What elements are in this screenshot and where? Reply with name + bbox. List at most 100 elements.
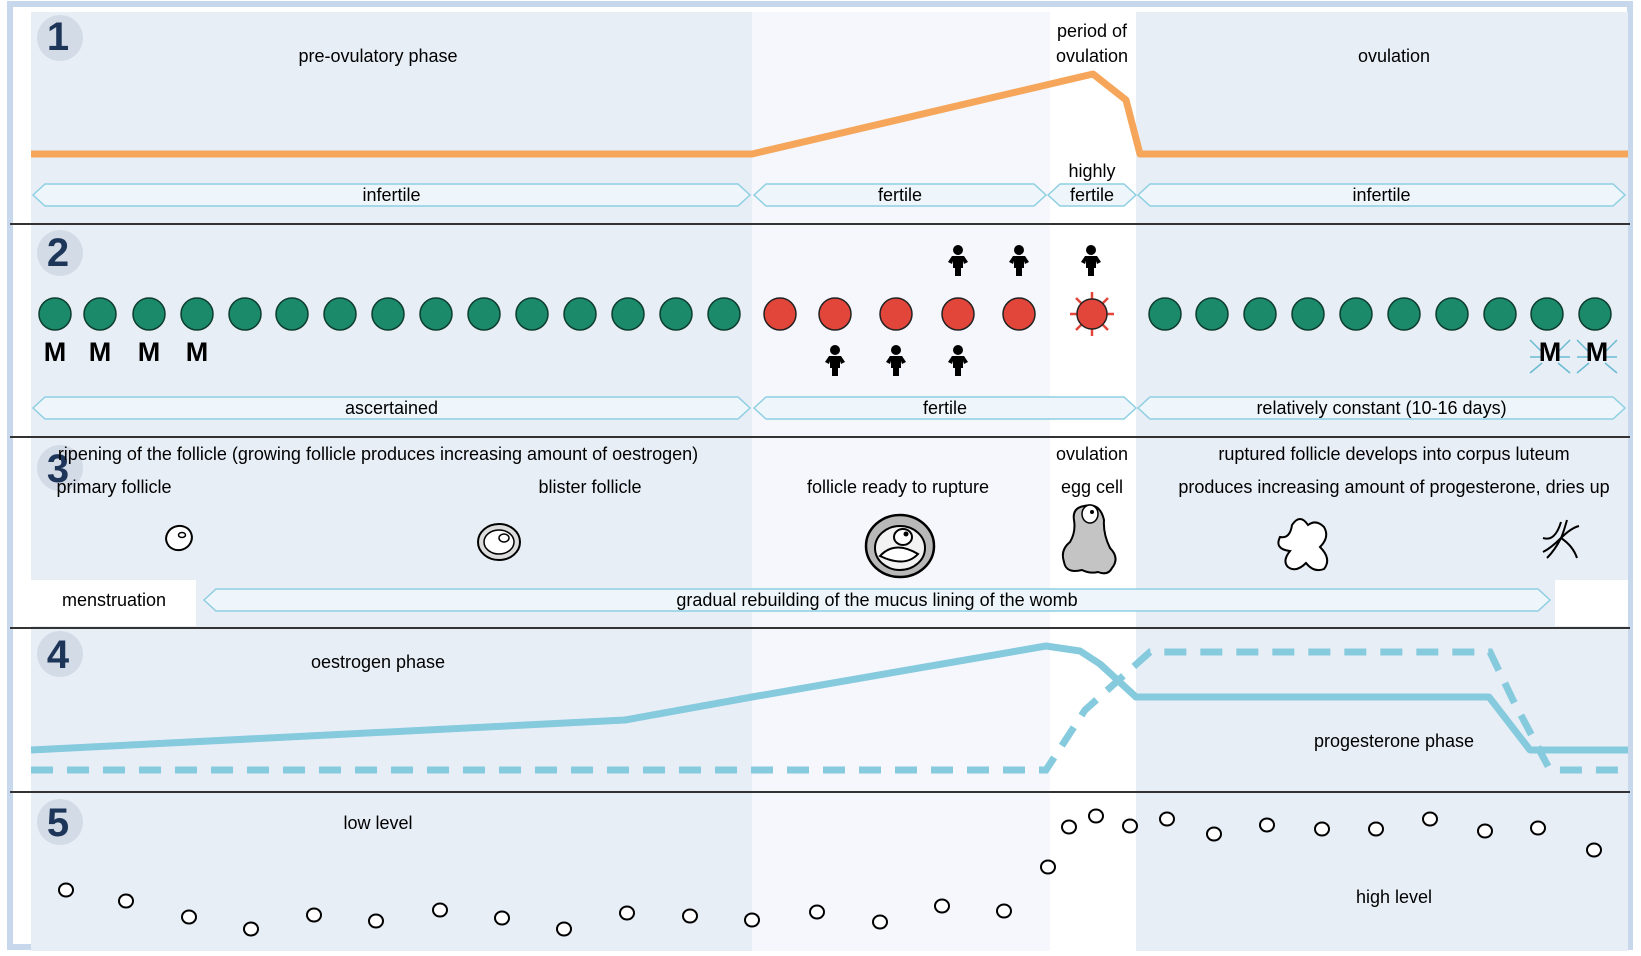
red-day-dots	[763, 297, 1036, 331]
band-s3-rebuilding-label: gradual rebuilding of the mucus lining o…	[676, 590, 1077, 610]
green-dot-22	[1435, 297, 1469, 331]
band-s2-fertile-label: fertile	[923, 398, 967, 418]
oestrogen-curve	[30, 642, 1628, 754]
band-s2-ascertained: ascertained	[31, 396, 752, 420]
oestrogen-phase-label: oestrogen phase	[311, 652, 445, 672]
section-number-4: 4	[47, 633, 70, 677]
temperature-dot-6	[368, 913, 384, 929]
temperature-dot-26	[1422, 811, 1438, 827]
low-level-label: low level	[343, 813, 412, 833]
ovulation-label: ovulation	[1358, 46, 1430, 66]
band-s1-highly-fertile: fertile	[1046, 183, 1138, 207]
progesterone-curve	[31, 648, 1628, 774]
pre-ovulatory-label: pre-ovulatory phase	[298, 46, 457, 66]
green-dot-24	[1530, 297, 1564, 331]
red-dot-2	[818, 297, 852, 331]
temperature-dot-22	[1206, 826, 1222, 842]
green-dot-9	[419, 297, 453, 331]
green-dot-11	[515, 297, 549, 331]
band-s3-rebuilding: gradual rebuilding of the mucus lining o…	[202, 588, 1552, 612]
temperature-dot-15	[934, 898, 950, 914]
temperature-dot-20	[1122, 818, 1138, 834]
temperature-dot-10	[619, 905, 635, 921]
band-s2-constant: relatively constant (10-16 days)	[1136, 396, 1627, 420]
primary-follicle-label: primary follicle	[56, 477, 171, 497]
section-number-1: 1	[47, 15, 69, 59]
band-s1-fertile: fertile	[752, 183, 1048, 207]
band-s2-constant-label: relatively constant (10-16 days)	[1256, 398, 1506, 418]
temperature-dot-17	[1040, 859, 1056, 875]
red-dot-5	[1002, 297, 1036, 331]
green-dot-5	[228, 297, 262, 331]
menstruation-markers	[43, 337, 1618, 374]
corpus-luteum-label: ruptured follicle develops into corpus l…	[1218, 444, 1569, 464]
temperature-dot-8	[494, 910, 510, 926]
green-dot-21	[1387, 297, 1421, 331]
temperature-dot-9	[556, 921, 572, 937]
temperature-dot-27	[1477, 823, 1493, 839]
temperature-dot-3	[181, 909, 197, 925]
section-5-texts: low level high level	[343, 813, 1432, 907]
green-dot-1	[38, 297, 72, 331]
green-dot-15	[707, 297, 741, 331]
ready-follicle-label: follicle ready to rupture	[807, 477, 989, 497]
green-day-dots	[38, 297, 1612, 331]
band-s1-infertile-2-label: infertile	[1352, 185, 1410, 205]
temperature-dot-19	[1088, 808, 1104, 824]
progesterone-phase-label: progesterone phase	[1314, 731, 1474, 751]
corpus-luteum-icon	[1277, 518, 1329, 572]
green-dot-19	[1291, 297, 1325, 331]
green-dot-17	[1195, 297, 1229, 331]
temperature-dot-29	[1586, 842, 1602, 858]
green-dot-12	[563, 297, 597, 331]
fertility-curve	[31, 70, 1628, 158]
progesterone-text-label: produces increasing amount of progestero…	[1178, 477, 1609, 497]
temperature-dot-11	[682, 908, 698, 924]
band-s2-ascertained-label: ascertained	[345, 398, 438, 418]
dried-corpus-icon	[1542, 519, 1580, 559]
green-dot-4	[180, 297, 214, 331]
band-s2-fertile: fertile	[752, 396, 1138, 420]
ovulation-s3-label: ovulation	[1056, 444, 1128, 464]
green-dot-13	[611, 297, 645, 331]
green-dot-3	[132, 297, 166, 331]
section-number-3: 3	[47, 447, 69, 491]
high-level-label: high level	[1356, 887, 1432, 907]
temperature-dot-18	[1061, 819, 1077, 835]
temperature-dot-24	[1314, 821, 1330, 837]
temperature-dot-7	[432, 902, 448, 918]
band-s1-infertile-2: infertile	[1136, 183, 1627, 207]
temperature-dot-23	[1259, 817, 1275, 833]
temperature-dot-14	[872, 914, 888, 930]
section-badges: 1 2 3 4 5	[37, 15, 83, 845]
green-dot-7	[323, 297, 357, 331]
ripening-label: ripening of the follicle (growing follic…	[58, 444, 698, 464]
band-s1-fertile-label: fertile	[878, 185, 922, 205]
blister-follicle-label: blister follicle	[538, 477, 641, 497]
period-of-ovulation-line2: ovulation	[1056, 46, 1128, 66]
green-dot-20	[1339, 297, 1373, 331]
temperature-dot-28	[1530, 820, 1546, 836]
section-number-5: 5	[47, 801, 69, 845]
temperature-dot-21	[1159, 811, 1175, 827]
red-dot-1	[763, 297, 797, 331]
temperature-dots	[58, 808, 1602, 937]
phase-bands: infertile fertile fertile infertile ascertai…	[31, 183, 1627, 612]
temperature-dot-13	[809, 904, 825, 920]
primary-follicle-icon	[165, 524, 193, 552]
band-s1-infertile-1: infertile	[31, 183, 752, 207]
green-dot-23	[1483, 297, 1517, 331]
section-separators	[10, 223, 1630, 793]
egg-cell-icon	[1061, 504, 1117, 575]
section-4-texts: oestrogen phase progesterone phase	[311, 652, 1474, 751]
green-dot-16	[1148, 297, 1182, 331]
temperature-dot-2	[118, 893, 134, 909]
egg-cell-label: egg cell	[1061, 477, 1123, 497]
period-of-ovulation-line1: period of	[1057, 21, 1128, 41]
green-dot-8	[371, 297, 405, 331]
green-dot-25	[1578, 297, 1612, 331]
red-dot-4	[941, 297, 975, 331]
temperature-dot-12	[744, 912, 760, 928]
temperature-dot-16	[996, 903, 1012, 919]
